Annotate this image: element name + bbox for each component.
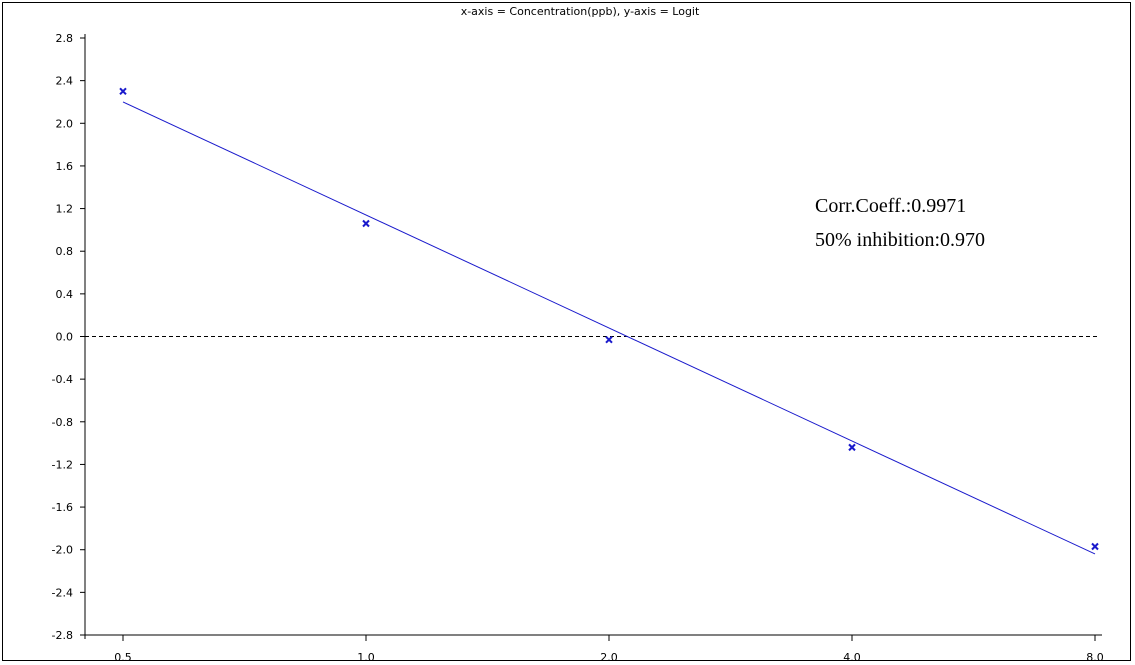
data-point	[119, 87, 127, 96]
data-point	[362, 219, 370, 228]
chart-title: x-axis = Concentration(ppb), y-axis = Lo…	[461, 5, 700, 18]
data-point	[848, 443, 856, 452]
y-tick-label: -2.8	[52, 629, 73, 642]
x-tick-label: 8.0	[1086, 651, 1104, 664]
series-group	[85, 87, 1099, 555]
y-tick-group: 2.8 2.4 2.0 1.6 1.2 0.8 0.4 0.0 -0.4 -0.8 -1.2 -1.6…	[52, 32, 85, 642]
x-tick-group: 0.5 1.0 2.0 4.0 8.0	[114, 635, 1104, 664]
y-tick-label: -2.0	[52, 544, 73, 557]
inhibition-annotation: 50% inhibition:0.970	[815, 229, 985, 251]
x-tick-label: 4.0	[843, 651, 861, 664]
y-tick-label: 0.0	[56, 331, 74, 344]
y-tick-label: 2.4	[56, 75, 74, 88]
y-tick-label: -1.2	[52, 458, 73, 471]
y-tick-label: 0.8	[56, 245, 74, 258]
data-point	[605, 335, 613, 344]
y-tick-label: -1.6	[52, 501, 73, 514]
x-tick-label: 0.5	[114, 651, 132, 664]
y-tick-label: -0.4	[52, 373, 73, 386]
x-tick-label: 1.0	[357, 651, 375, 664]
fit-line	[122, 101, 1096, 555]
corr-coeff-annotation: Corr.Coeff.:0.9971	[815, 195, 966, 217]
y-tick-label: 0.4	[56, 288, 74, 301]
y-tick-label: 2.0	[56, 117, 74, 130]
y-tick-label: 1.6	[56, 160, 74, 173]
y-tick-label: 2.8	[56, 32, 74, 45]
annotations: Corr.Coeff.:0.9971 50% inhibition:0.970	[815, 195, 985, 251]
x-tick-label: 2.0	[600, 651, 618, 664]
data-point	[1091, 542, 1099, 551]
y-tick-label: 1.2	[56, 203, 74, 216]
y-tick-label: -0.8	[52, 416, 73, 429]
y-tick-label: -2.4	[52, 586, 73, 599]
